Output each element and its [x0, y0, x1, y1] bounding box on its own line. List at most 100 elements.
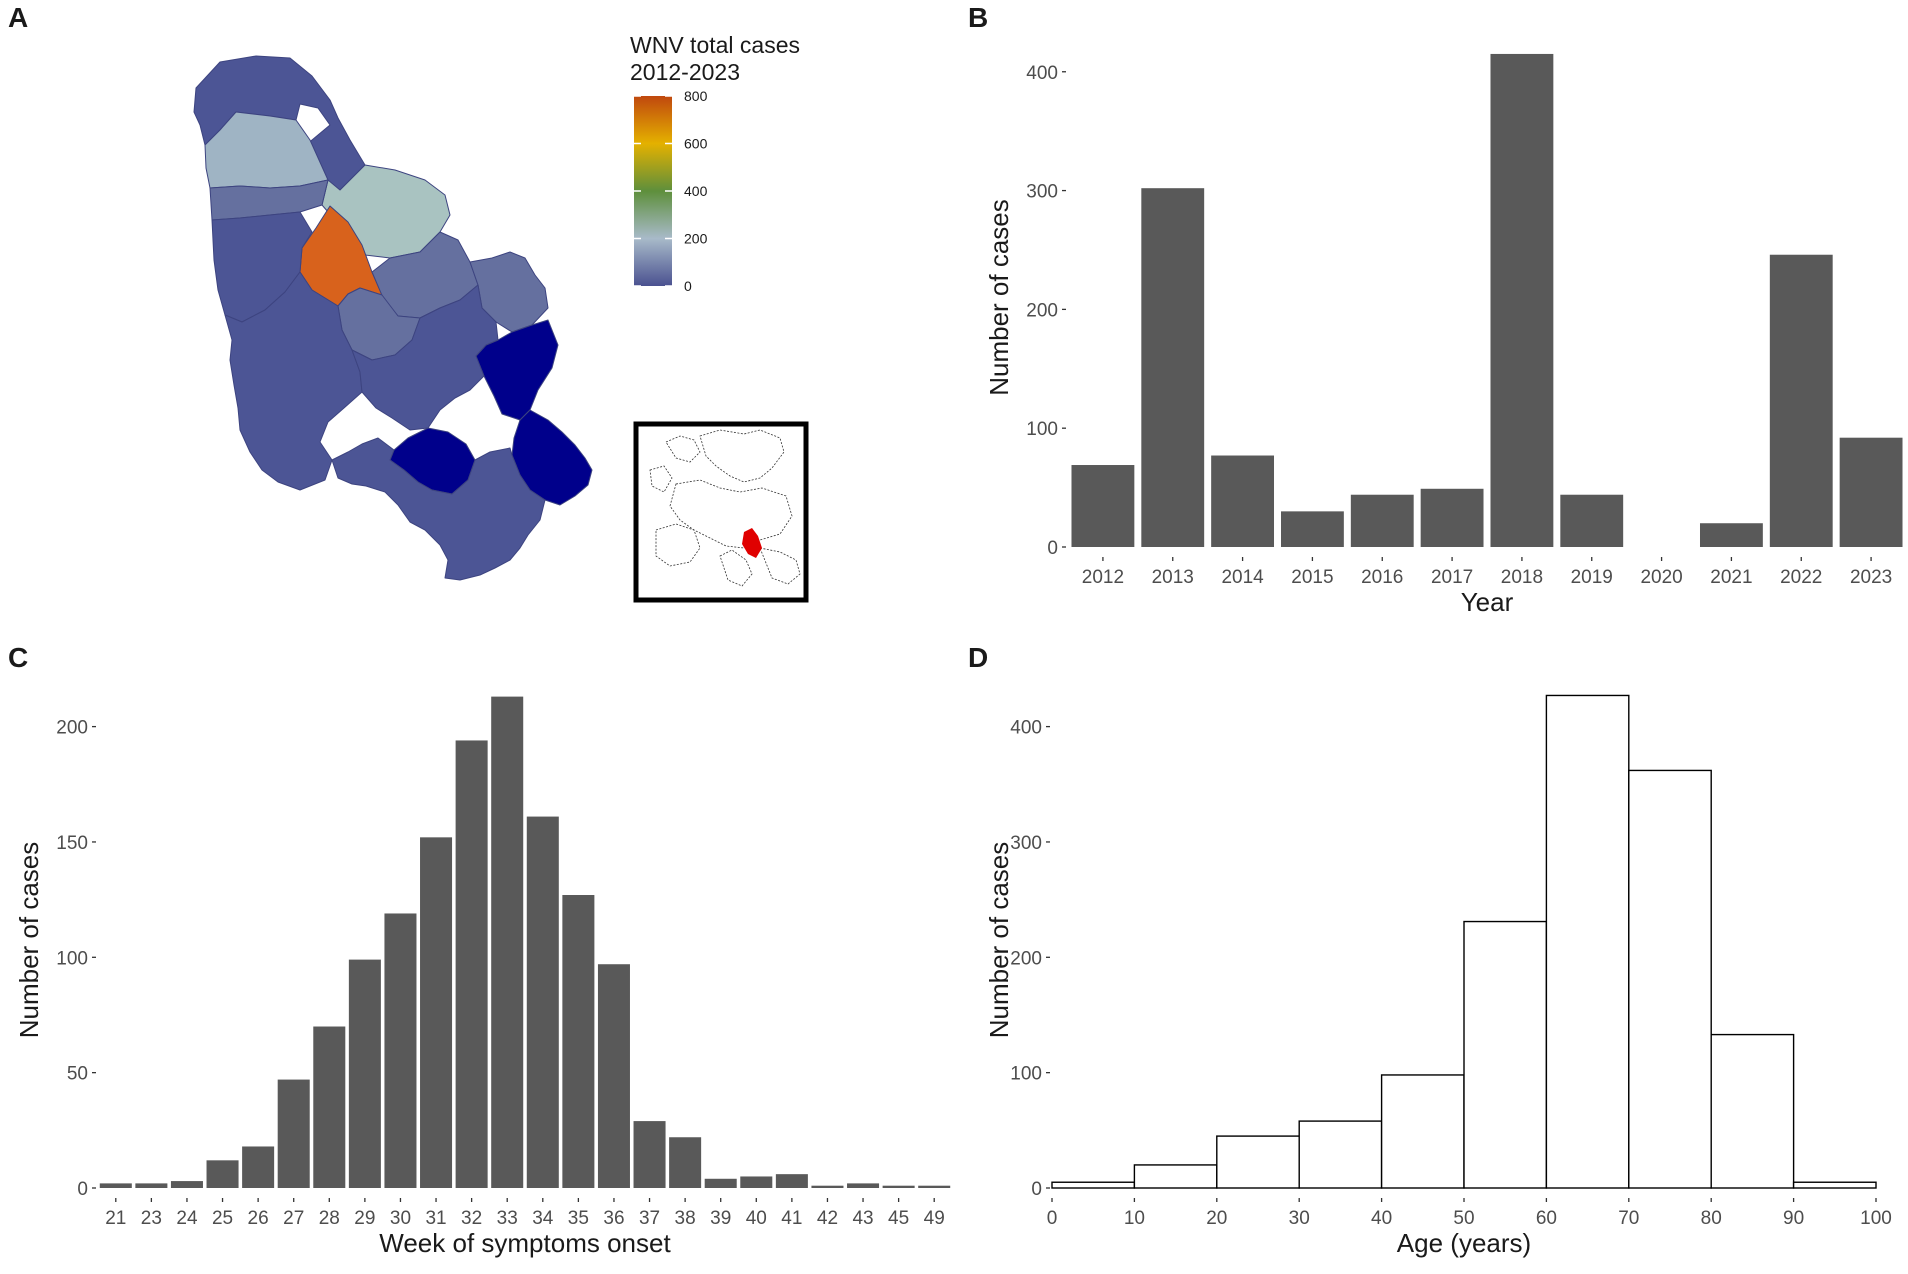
y-tick-label: 100 — [1026, 419, 1058, 440]
bar-31 — [420, 837, 453, 1188]
y-tick-label: 400 — [1010, 718, 1042, 739]
chart-b-cases-per-year: 0 100 200 300 400 2012 2013 2014 2015 2016 2017 201… — [984, 53, 1903, 617]
bar-2021 — [1699, 523, 1763, 547]
x-axis-title: Week of symptoms onset — [379, 1228, 671, 1258]
bar-42 — [811, 1185, 844, 1188]
x-tick-label: 34 — [532, 1208, 554, 1229]
y-tick-label: 0 — [1031, 1179, 1042, 1200]
x-tick-label: 42 — [817, 1208, 838, 1229]
y-tick-label: 200 — [1010, 948, 1042, 969]
x-tick-label: 37 — [639, 1208, 660, 1229]
legend-title: WNV total cases 2012-2023 — [630, 32, 800, 86]
x-tick-label: 31 — [425, 1208, 446, 1229]
x-tick-label: 24 — [176, 1208, 198, 1229]
x-tick-label: 2014 — [1221, 567, 1264, 588]
bar-30 — [384, 913, 417, 1188]
y-axis-title: Number of cases — [984, 199, 1014, 396]
bar-38 — [669, 1137, 702, 1188]
bar-27 — [277, 1079, 310, 1188]
y-tick-label: 300 — [1026, 182, 1058, 203]
bar-2017 — [1420, 488, 1484, 547]
bar-26 — [242, 1146, 275, 1188]
histogram-bin-0-10 — [1051, 1181, 1136, 1189]
x-tick-label: 2023 — [1850, 567, 1892, 588]
y-tick-label: 100 — [56, 948, 88, 969]
map-region-southwest — [224, 271, 363, 491]
bar-23 — [135, 1183, 168, 1188]
panel-label-d: D — [968, 642, 989, 673]
bar-41 — [775, 1174, 808, 1188]
legend-tick-label: 200 — [684, 231, 708, 247]
x-tick-label: 41 — [781, 1208, 802, 1229]
legend-title-line1: WNV total cases — [630, 32, 800, 58]
bar-2022 — [1769, 254, 1833, 547]
bar-25 — [206, 1160, 239, 1188]
bar-37 — [633, 1121, 666, 1188]
legend-ticks: 800 600 400 200 0 — [634, 88, 708, 294]
histogram-bin-30-40 — [1298, 1120, 1383, 1189]
x-tick-label: 2022 — [1780, 567, 1822, 588]
y-axis-title: Number of cases — [984, 842, 1014, 1039]
bar-2015 — [1280, 511, 1344, 547]
x-tick-label: 39 — [710, 1208, 731, 1229]
x-tick-label: 43 — [852, 1208, 873, 1229]
bar-2018 — [1490, 53, 1554, 547]
x-tick-label: 40 — [1371, 1208, 1392, 1229]
x-tick-label: 21 — [105, 1208, 126, 1229]
legend-tick-label: 0 — [684, 278, 692, 294]
histogram-bin-60-70 — [1545, 694, 1630, 1189]
histogram-bin-80-90 — [1710, 1033, 1795, 1189]
x-tick-label: 10 — [1124, 1208, 1145, 1229]
x-axis-title: Year — [1461, 587, 1514, 617]
x-tick-label: 0 — [1047, 1208, 1058, 1229]
x-tick-label: 2015 — [1291, 567, 1333, 588]
bar-39 — [704, 1178, 737, 1188]
x-tick-label: 28 — [319, 1208, 340, 1229]
x-tick-label: 45 — [888, 1208, 909, 1229]
bar-2012 — [1071, 465, 1135, 547]
legend-tick-label: 400 — [684, 183, 708, 199]
x-tick-label: 49 — [924, 1208, 945, 1229]
bar-2019 — [1560, 494, 1624, 547]
bar-2013 — [1141, 188, 1205, 547]
histogram-bin-20-30 — [1216, 1135, 1300, 1189]
y-tick-label: 200 — [56, 718, 88, 739]
legend-tick-label: 800 — [684, 88, 708, 104]
y-tick-label: 50 — [67, 1064, 88, 1085]
bar-34 — [526, 816, 559, 1188]
x-tick-label: 35 — [568, 1208, 589, 1229]
europe-inset-map — [633, 421, 809, 603]
bar-2023 — [1839, 437, 1903, 547]
map-region-south-central — [351, 284, 499, 431]
bar-45 — [882, 1185, 915, 1188]
y-tick-label: 150 — [56, 833, 88, 854]
bar-2016 — [1350, 494, 1414, 547]
bar-35 — [562, 895, 595, 1188]
x-tick-label: 29 — [354, 1208, 375, 1229]
map-region-south — [331, 437, 546, 581]
y-tick-label: 0 — [1047, 538, 1058, 559]
bar-33 — [491, 696, 524, 1188]
y-tick-label: 100 — [1010, 1064, 1042, 1085]
serbia-choropleth-map: 800 600 400 200 0 — [193, 55, 809, 603]
map-region-southeast-navy — [511, 409, 593, 506]
bar-36 — [597, 964, 630, 1188]
bar-43 — [847, 1183, 880, 1188]
x-tick-label: 32 — [461, 1208, 482, 1229]
x-tick-label: 20 — [1206, 1208, 1227, 1229]
x-tick-label: 23 — [141, 1208, 162, 1229]
bar-2014 — [1211, 455, 1275, 547]
panel-label-c: C — [8, 642, 29, 673]
bar-28 — [313, 1026, 346, 1188]
x-tick-label: 27 — [283, 1208, 304, 1229]
histogram-bin-90-100 — [1792, 1181, 1877, 1189]
panel-label-a: A — [8, 2, 29, 33]
y-tick-label: 300 — [1010, 833, 1042, 854]
x-tick-label: 36 — [603, 1208, 624, 1229]
histogram-bin-10-20 — [1133, 1164, 1218, 1189]
x-tick-label: 2021 — [1710, 567, 1752, 588]
x-tick-label: 38 — [675, 1208, 696, 1229]
x-tick-label: 26 — [248, 1208, 269, 1229]
x-tick-label: 2018 — [1501, 567, 1543, 588]
x-tick-label: 90 — [1783, 1208, 1804, 1229]
